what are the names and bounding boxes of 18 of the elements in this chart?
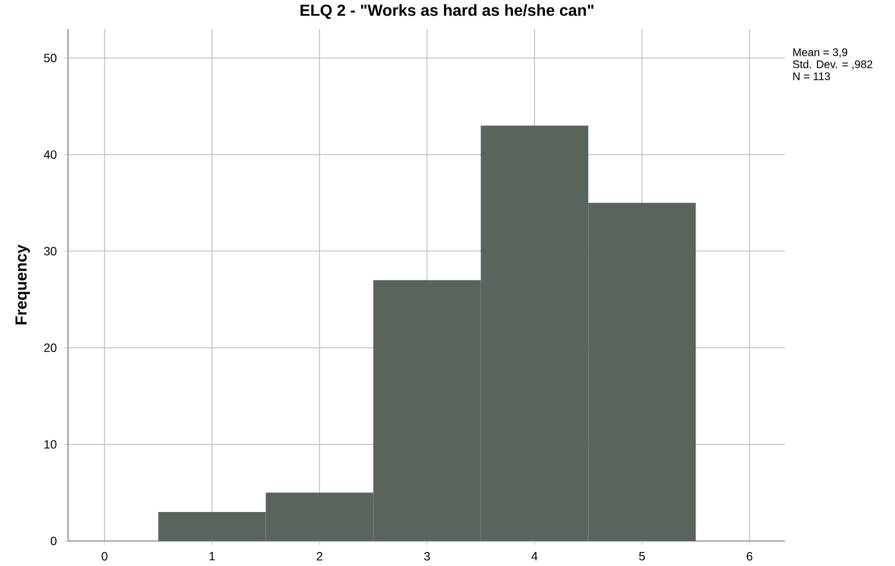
x-tick-label: 4 xyxy=(531,552,538,560)
x-tick-label: 1 xyxy=(210,552,215,560)
y-tick-label: 30 xyxy=(44,246,56,256)
chart-title: ELQ 2 - "Works as hard as he/she can" xyxy=(300,4,594,19)
x-tick-label: 3 xyxy=(424,552,430,561)
x-tick-label: 0 xyxy=(102,552,108,561)
y-tick-label: 40 xyxy=(44,150,56,159)
x-tick-label: 5 xyxy=(639,552,645,560)
text: Std. Dev. = ,982 xyxy=(792,60,872,70)
y-axis-title: Frequency xyxy=(16,244,30,324)
y-tick-label: 50 xyxy=(44,54,56,62)
y-tick-label: 10 xyxy=(44,440,56,449)
text: N = 113 xyxy=(793,72,830,80)
x-tick-label: 2 xyxy=(316,552,322,560)
text: Mean = 3,9 xyxy=(793,48,848,58)
y-tick-label: 0 xyxy=(50,536,56,546)
x-tick-label: 6 xyxy=(746,552,752,561)
y-tick-label: 20 xyxy=(44,344,56,352)
